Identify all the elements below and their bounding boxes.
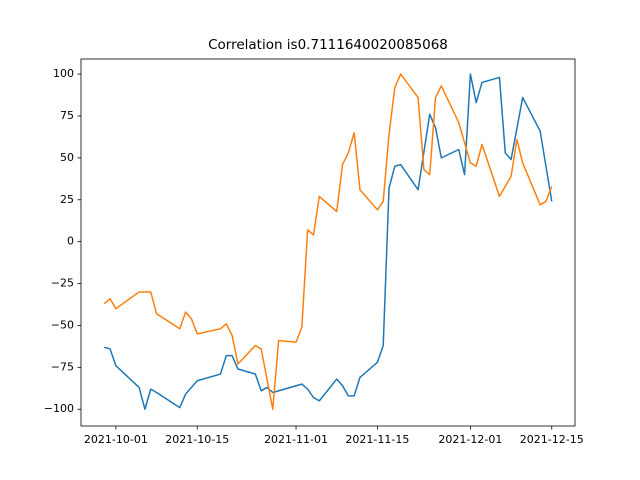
- y-tick-label: −25: [51, 277, 74, 290]
- y-tick-label: 25: [60, 193, 74, 206]
- chart-title: Correlation is0.7111640020085068: [208, 37, 448, 53]
- x-tick-label: 2021-11-01: [264, 433, 328, 446]
- line-series: [103, 73, 553, 410]
- x-tick-label: 2021-12-15: [520, 433, 584, 446]
- y-tick-label: 50: [60, 151, 74, 164]
- x-tick-label: 2021-11-15: [345, 433, 409, 446]
- y-tick-label: −100: [44, 402, 74, 415]
- line-series: [104, 73, 553, 410]
- y-tick-label: −75: [51, 360, 74, 373]
- x-tick-label: 2021-12-01: [438, 433, 502, 446]
- y-tick-label: −50: [51, 318, 74, 331]
- y-tick-label: 100: [53, 67, 74, 80]
- y-tick-label: 0: [67, 235, 74, 248]
- x-tick-label: 2021-10-01: [84, 433, 148, 446]
- plot-frame: [80, 58, 576, 427]
- y-tick-label: 75: [60, 109, 74, 122]
- x-tick-label: 2021-10-15: [165, 433, 229, 446]
